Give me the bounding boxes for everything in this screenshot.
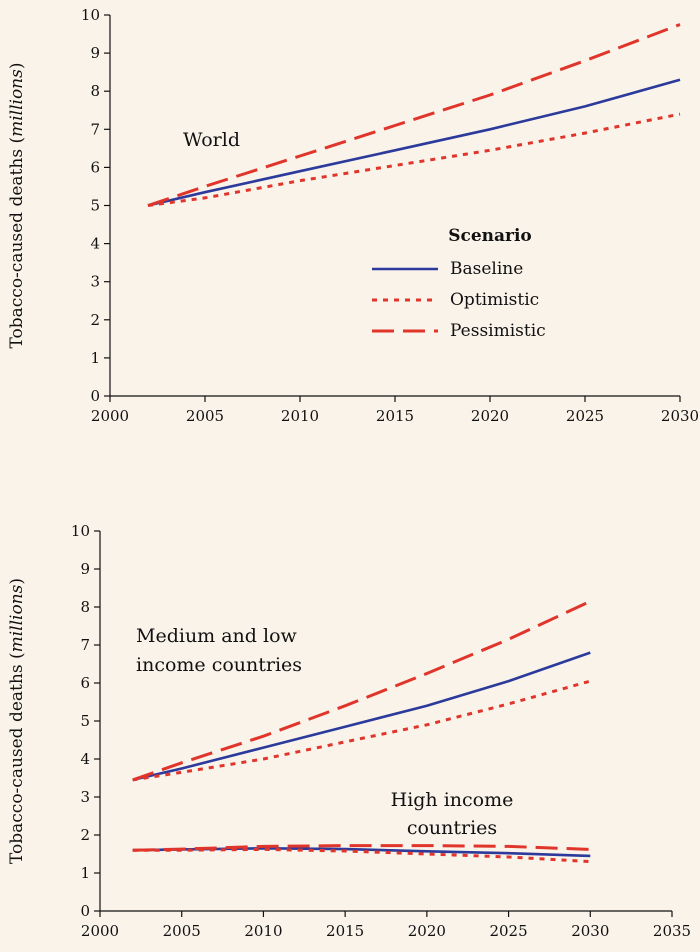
income-high-income-countries-pessimistic-line xyxy=(132,844,591,852)
annotation-medium-low-line1: Medium and low xyxy=(136,625,298,647)
world-pessimistic-line xyxy=(147,23,681,207)
world-x-tick-label: 2015 xyxy=(376,407,414,425)
world-y-tick-label: 4 xyxy=(90,235,100,253)
world-optimistic-line xyxy=(147,112,681,207)
income-x-tick-label: 2000 xyxy=(81,922,119,940)
income-y-axis-title: Tobacco-caused deaths (millions) xyxy=(7,578,27,864)
income-medium-and-low-income-countries-optimistic-line xyxy=(132,679,591,782)
income-y-tick-label: 2 xyxy=(80,826,90,844)
income-medium-and-low-income-countries-pessimistic-line xyxy=(132,599,591,782)
world-x-tick-label: 2020 xyxy=(471,407,509,425)
income-y-tick-label: 0 xyxy=(80,902,90,920)
world-y-tick-label: 5 xyxy=(90,197,100,215)
world-annotation: World xyxy=(183,129,240,151)
income-y-tick-label: 6 xyxy=(80,674,90,692)
income-x-tick-label: 2005 xyxy=(163,922,201,940)
world-y-tick-label: 3 xyxy=(90,273,100,291)
income-y-tick-label: 3 xyxy=(80,788,90,806)
annotation-medium-low-line2: income countries xyxy=(136,654,302,676)
income-y-tick-label: 1 xyxy=(80,864,90,882)
world-y-tick-label: 6 xyxy=(90,158,100,176)
income-group-chart: 0 1 2 3 4 5 6 7 8 9 10 2000 2005 2010 2015 2020 2025 2030… xyxy=(7,522,691,940)
income-medium-and-low-income-countries-baseline-line xyxy=(132,651,591,782)
world-chart: 0 1 2 3 4 5 6 7 8 9 10 2000 2005 2010 2015 2020 2025 2030… xyxy=(7,6,699,425)
world-y-tick-label: 0 xyxy=(90,387,100,405)
income-y-tick-label: 10 xyxy=(71,522,90,540)
world-y-tick-label: 1 xyxy=(90,349,100,367)
world-y-tick-label: 8 xyxy=(90,82,100,100)
income-y-tick-label: 9 xyxy=(80,560,90,578)
world-baseline-line xyxy=(147,78,681,207)
world-x-tick-label: 2000 xyxy=(91,407,129,425)
world-y-tick-label: 10 xyxy=(81,6,100,24)
world-x-tick-label: 2025 xyxy=(566,407,604,425)
legend-label-optimistic: Optimistic xyxy=(450,290,539,310)
income-y-tick-label: 8 xyxy=(80,598,90,616)
income-x-tick-label: 2020 xyxy=(408,922,446,940)
income-x-tick-label: 2010 xyxy=(244,922,282,940)
world-y-axis-title: Tobacco-caused deaths (millions) xyxy=(7,62,27,348)
legend-label-baseline: Baseline xyxy=(450,259,523,279)
income-y-tick-label: 5 xyxy=(80,712,90,730)
income-x-tick-label: 2025 xyxy=(489,922,527,940)
world-y-tick-label: 2 xyxy=(90,311,100,329)
income-y-tick-label: 7 xyxy=(80,636,90,654)
world-y-tick-label: 7 xyxy=(90,120,100,138)
income-x-tick-label: 2030 xyxy=(571,922,609,940)
annotation-high-income-line1: High income xyxy=(391,789,514,811)
income-x-tick-label: 2015 xyxy=(326,922,364,940)
legend-title: Scenario xyxy=(448,226,532,246)
income-x-tick-label: 2035 xyxy=(653,922,691,940)
world-x-tick-label: 2010 xyxy=(281,407,319,425)
annotation-high-income-line2: countries xyxy=(407,817,497,839)
world-x-tick-label: 2005 xyxy=(186,407,224,425)
income-y-tick-label: 4 xyxy=(80,750,90,768)
income-high-income-countries-optimistic-line xyxy=(132,847,591,864)
world-y-tick-label: 9 xyxy=(90,44,100,62)
legend-label-pessimistic: Pessimistic xyxy=(450,321,546,341)
world-x-tick-label: 2030 xyxy=(661,407,699,425)
